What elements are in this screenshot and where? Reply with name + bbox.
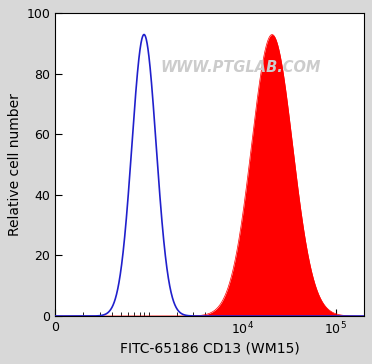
Text: WWW.PTGLAB.COM: WWW.PTGLAB.COM — [160, 60, 321, 75]
Y-axis label: Relative cell number: Relative cell number — [8, 93, 22, 236]
X-axis label: FITC-65186 CD13 (WM15): FITC-65186 CD13 (WM15) — [119, 342, 299, 356]
